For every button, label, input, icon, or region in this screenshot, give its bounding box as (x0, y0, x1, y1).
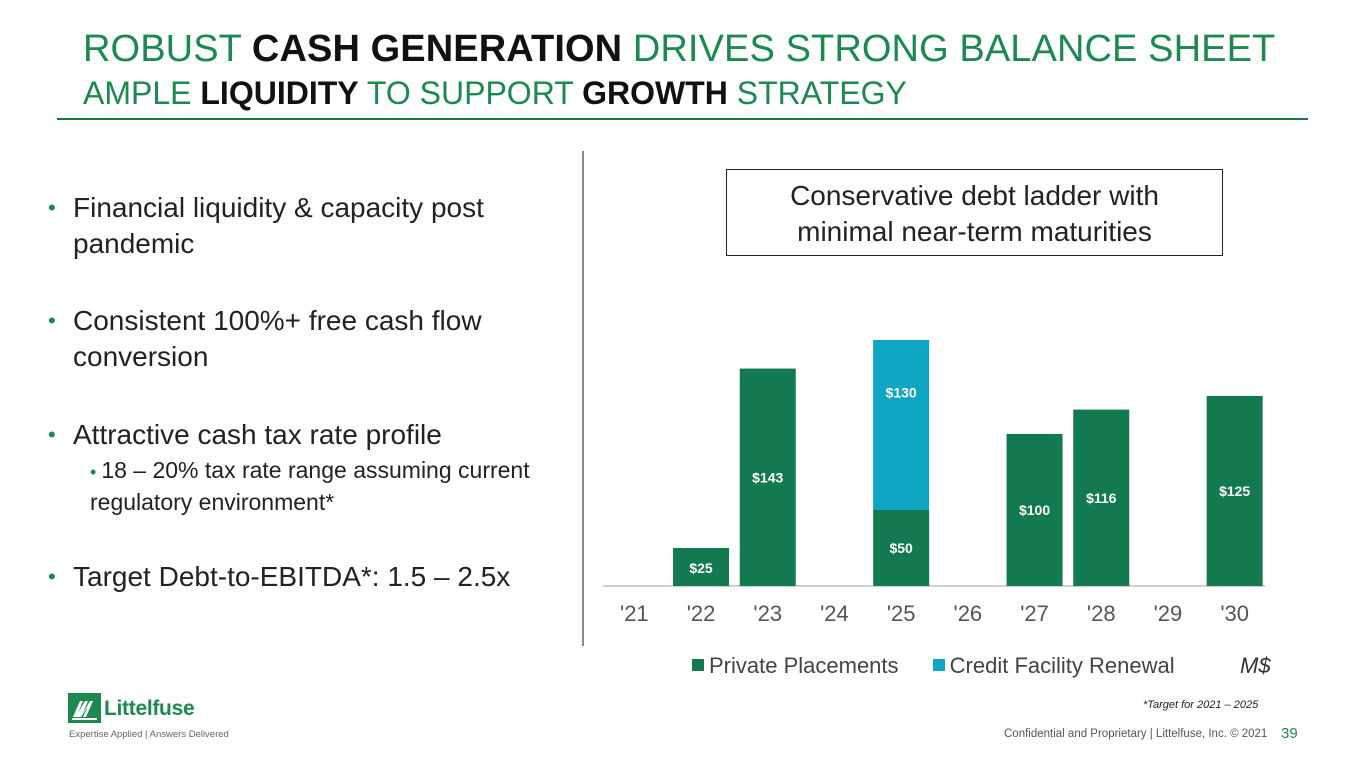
bar-private-placements-4 (873, 509, 930, 586)
x-tick-label: '27 (1020, 601, 1049, 626)
bullet-text: Consistent 100%+ free cash flow conversi… (73, 305, 482, 372)
column-divider (582, 151, 584, 646)
debt-maturity-chart: '21 $25 '22 $143 '23 '24 $50 $130 '25 '26 $100 '27 $… (603, 340, 1265, 626)
bar-data-label: $25 (689, 560, 713, 576)
legend-item-private-placements: Private Placements (692, 653, 899, 679)
subtitle-segment: TO SUPPORT (358, 75, 583, 111)
chart-unit: M$ (1240, 653, 1271, 678)
subtitle-segment: STRATEGY (727, 75, 907, 111)
sub-bullet-item: • 18 – 20% tax rate range assuming curre… (90, 455, 560, 517)
sub-bullet-label: 18 – 20% tax rate range assuming current… (90, 457, 530, 515)
x-tick-label: '21 (620, 601, 649, 626)
title-segment: DRIVES STRONG BALANCE SHEET (622, 28, 1276, 70)
bullet-text: Attractive cash tax rate profile (73, 419, 442, 450)
confidential-notice: Confidential and Proprietary | Littelfus… (1004, 728, 1268, 740)
slide-title: ROBUST CASH GENERATION DRIVES STRONG BAL… (83, 28, 1275, 71)
bullet-item: • Target Debt-to-EBITDA*: 1.5 – 2.5x (48, 559, 588, 595)
legend-swatch (932, 659, 945, 671)
subtitle-segment: LIQUIDITY (200, 75, 359, 111)
callout-line-1: Conservative debt ladder with (790, 180, 1159, 211)
x-tick-label: '30 (1220, 601, 1249, 626)
logo-tagline: Expertise Applied | Answers Delivered (69, 729, 229, 740)
x-tick-label: '24 (820, 601, 849, 626)
bullet-dot: • (48, 564, 56, 589)
subtitle-segment: GROWTH (582, 75, 728, 111)
bullet-dot: • (48, 422, 56, 447)
bullet-text: Financial liquidity & capacity post pand… (73, 192, 484, 259)
x-tick-label: '22 (687, 601, 716, 626)
bar-data-label: $116 (1086, 490, 1117, 506)
bar-private-placements-9 (1206, 395, 1263, 586)
bullet-item: • Attractive cash tax rate profile (48, 417, 568, 453)
x-tick-label: '23 (753, 601, 782, 626)
littelfuse-logo-mark-icon (68, 693, 101, 723)
bar-data-label: $50 (889, 540, 913, 556)
bar-data-label: $143 (752, 469, 783, 485)
page-number: 39 (1281, 725, 1298, 742)
bar-credit-facility-4 (873, 340, 930, 510)
bar-data-label: $100 (1019, 502, 1050, 518)
callout-box: Conservative debt ladder with minimal ne… (726, 169, 1223, 256)
chart-legend: Private Placements Credit Facility Renew… (692, 653, 1203, 679)
bar-private-placements-2 (739, 368, 796, 586)
bar-private-placements-6 (1006, 433, 1063, 586)
bullet-text: Target Debt-to-EBITDA*: 1.5 – 2.5x (73, 561, 511, 592)
x-tick-label: '28 (1087, 601, 1116, 626)
x-tick-label: '25 (887, 601, 916, 626)
logo-wordmark: Littelfuse (104, 697, 195, 720)
bar-data-label: $130 (886, 384, 917, 400)
bullet-item: • Financial liquidity & capacity post pa… (48, 190, 528, 262)
bar-private-placements-7 (1073, 409, 1130, 586)
sub-bullet-text: • 18 – 20% tax rate range assuming curre… (90, 455, 560, 517)
title-segment: CASH GENERATION (251, 28, 623, 70)
bar-data-label: $125 (1219, 483, 1250, 499)
slide-subtitle: AMPLE LIQUIDITY TO SUPPORT GROWTH STRATE… (83, 75, 907, 112)
title-segment: ROBUST (83, 28, 252, 70)
footnote: *Target for 2021 – 2025 (1143, 699, 1259, 711)
bullet-item: • Consistent 100%+ free cash flow conver… (48, 303, 528, 375)
legend-item-credit-facility: Credit Facility Renewal (932, 653, 1175, 679)
legend-swatch (692, 659, 704, 671)
bullet-dot: • (48, 195, 56, 220)
x-tick-label: '26 (954, 601, 983, 626)
subtitle-segment: AMPLE (83, 75, 201, 111)
legend-label: Credit Facility Renewal (949, 653, 1175, 678)
legend-label: Private Placements (709, 653, 899, 678)
title-divider (57, 118, 1308, 120)
bullet-dot: • (48, 308, 56, 333)
sub-bullet-dot: • (90, 462, 102, 482)
bar-private-placements-1 (673, 547, 730, 586)
x-tick-label: '29 (1154, 601, 1183, 626)
callout-line-2: minimal near-term maturities (797, 216, 1152, 247)
